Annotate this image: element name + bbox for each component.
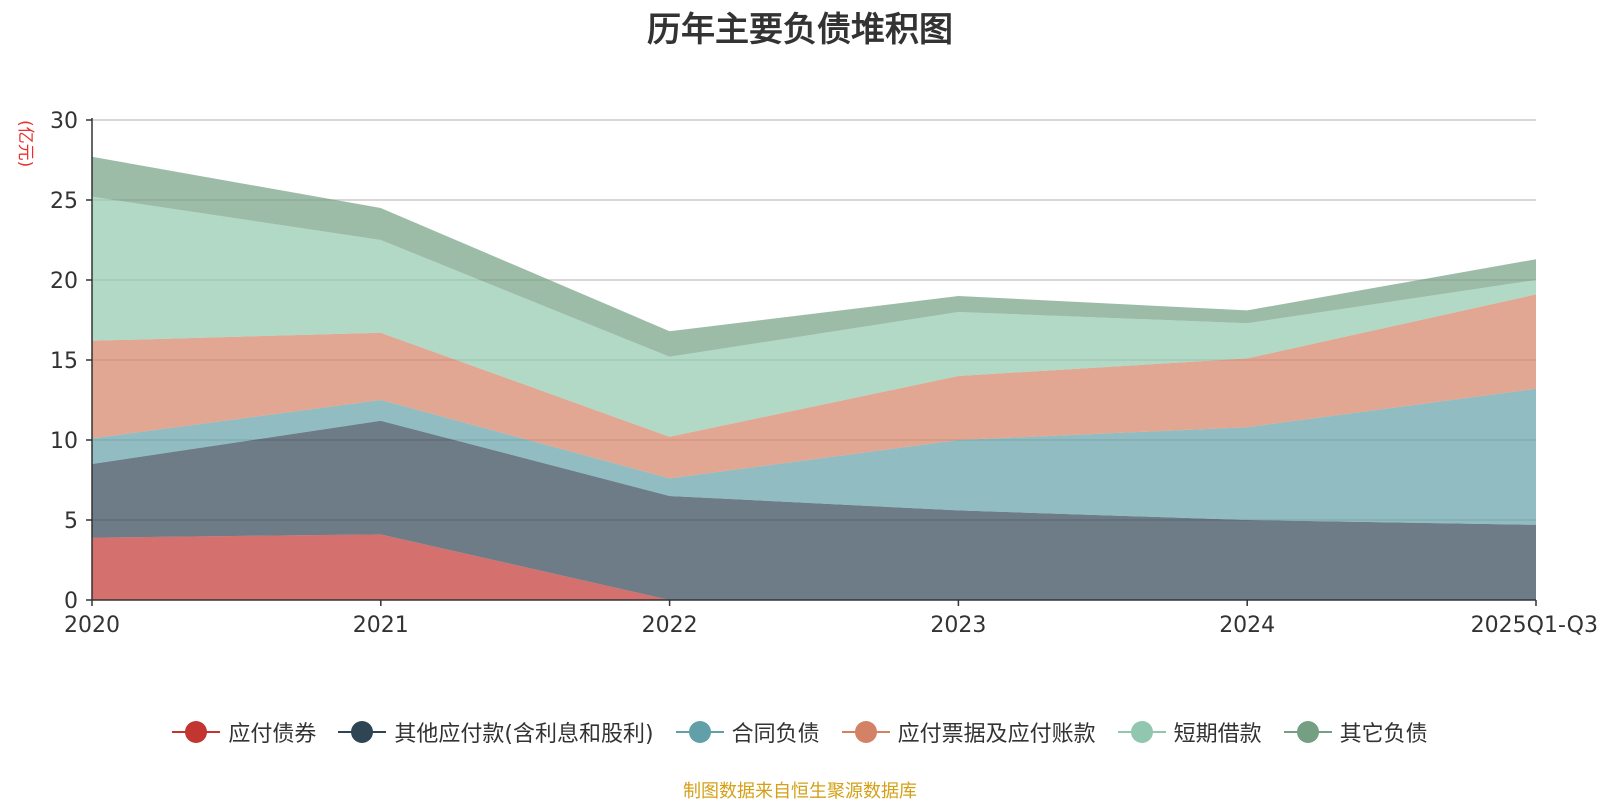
legend-label: 短期借款 bbox=[1174, 716, 1262, 748]
y-tick-label: 5 bbox=[64, 509, 78, 534]
legend-marker-icon bbox=[338, 720, 386, 744]
x-tick-label: 2020 bbox=[64, 613, 120, 638]
y-tick-label: 10 bbox=[50, 429, 78, 454]
y-tick-label: 20 bbox=[50, 269, 78, 294]
legend-marker-icon bbox=[1284, 720, 1332, 744]
chart: 历年主要负债堆积图 (亿元) 0 5 10 15 20 25 30 2020 2021 2022 2… bbox=[0, 0, 1600, 800]
x-tick-label: 2024 bbox=[1219, 613, 1275, 638]
legend-label: 应付票据及应付账款 bbox=[898, 716, 1096, 748]
legend-marker-icon bbox=[172, 720, 220, 744]
x-tick-label: 2023 bbox=[930, 613, 986, 638]
y-tick-label: 25 bbox=[50, 189, 78, 214]
legend-item[interactable]: 短期借款 bbox=[1118, 716, 1262, 748]
y-tick-label: 0 bbox=[64, 589, 78, 614]
area-layer bbox=[92, 157, 1536, 600]
legend-label: 合同负债 bbox=[732, 716, 820, 748]
legend-label: 其他应付款(含利息和股利) bbox=[394, 716, 653, 748]
y-tick-label: 15 bbox=[50, 349, 78, 374]
x-tick-label: 2025Q1-Q3 bbox=[1471, 613, 1598, 638]
legend-item[interactable]: 其他应付款(含利息和股利) bbox=[338, 716, 653, 748]
legend-label: 其它负债 bbox=[1340, 716, 1428, 748]
y-tick-label: 30 bbox=[50, 109, 78, 134]
legend-marker-icon bbox=[676, 720, 724, 744]
x-tick-label: 2022 bbox=[642, 613, 698, 638]
plot-area: 0 5 10 15 20 25 30 2020 2021 2022 2023 2024 2025Q1-Q… bbox=[0, 0, 1600, 800]
legend-item[interactable]: 应付债券 bbox=[172, 716, 316, 748]
legend-item[interactable]: 应付票据及应付账款 bbox=[842, 716, 1096, 748]
legend: 应付债券 其他应付款(含利息和股利) 合同负债 应付票据及应付账款 短期借款 其它负债 bbox=[0, 716, 1600, 748]
legend-item[interactable]: 其它负债 bbox=[1284, 716, 1428, 748]
x-tick-label: 2021 bbox=[353, 613, 409, 638]
legend-label: 应付债券 bbox=[228, 716, 316, 748]
legend-item[interactable]: 合同负债 bbox=[676, 716, 820, 748]
legend-marker-icon bbox=[1118, 720, 1166, 744]
legend-marker-icon bbox=[842, 720, 890, 744]
data-source-note: 制图数据来自恒生聚源数据库 bbox=[0, 777, 1600, 803]
